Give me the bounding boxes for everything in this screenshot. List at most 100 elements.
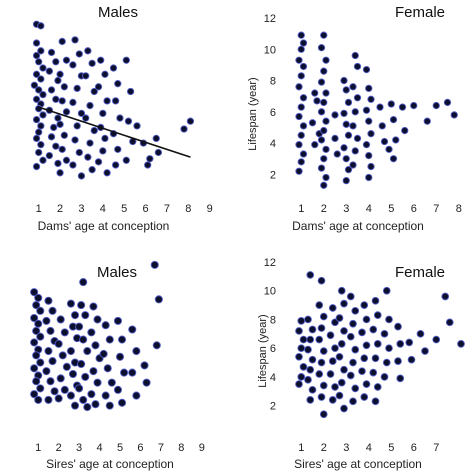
data-point: [410, 101, 418, 110]
data-point: [380, 373, 389, 381]
data-point: [396, 340, 405, 348]
data-point: [126, 87, 135, 96]
x-tick-label: 2: [56, 442, 62, 454]
data-point: [353, 62, 362, 71]
data-point: [295, 112, 303, 121]
data-point: [46, 326, 55, 335]
data-point: [37, 75, 45, 83]
data-point: [101, 321, 110, 330]
data-point: [340, 327, 348, 335]
data-point: [317, 108, 326, 116]
x-tick-label: 7: [164, 203, 170, 215]
data-point: [360, 354, 369, 363]
x-tick-label: 2: [57, 203, 63, 215]
data-point: [32, 39, 41, 47]
data-point: [79, 395, 88, 404]
x-tick-label: 2: [321, 442, 327, 454]
data-point: [382, 358, 391, 367]
data-point: [32, 134, 41, 143]
data-point: [295, 167, 303, 175]
data-point: [99, 147, 107, 155]
data-point: [378, 122, 386, 130]
data-point: [79, 335, 88, 344]
data-point: [103, 169, 111, 177]
data-point: [340, 299, 348, 308]
data-point: [299, 150, 308, 158]
data-point: [457, 340, 465, 348]
data-point: [113, 316, 123, 325]
data-point: [322, 89, 330, 97]
data-point: [371, 354, 380, 363]
data-point: [342, 86, 350, 94]
x-tick-label: 1: [298, 442, 304, 454]
data-point: [35, 128, 43, 136]
data-point: [32, 115, 41, 124]
data-point: [128, 325, 137, 334]
data-point: [93, 378, 102, 387]
data-point: [44, 347, 53, 356]
data-point: [36, 358, 45, 367]
data-point: [320, 98, 328, 107]
data-point: [317, 324, 326, 332]
data-point: [84, 47, 92, 55]
data-point: [107, 378, 116, 387]
data-point: [421, 347, 429, 355]
data-point: [89, 302, 98, 311]
y-tick-label: 6: [270, 107, 276, 119]
data-point: [346, 332, 355, 341]
data-point: [36, 384, 45, 393]
data-point: [75, 148, 83, 157]
data-point: [382, 286, 391, 295]
data-point: [35, 86, 43, 94]
data-point: [142, 378, 151, 387]
data-point: [306, 271, 315, 279]
data-point: [54, 339, 63, 348]
data-point: [122, 156, 130, 164]
data-point: [30, 390, 39, 399]
data-point: [60, 131, 68, 139]
data-point: [79, 278, 88, 287]
data-point: [32, 162, 41, 171]
data-point: [47, 86, 56, 94]
data-point: [349, 319, 357, 328]
data-point: [46, 377, 55, 386]
x-tick-label: 9: [207, 203, 213, 215]
data-point: [351, 384, 360, 393]
data-point: [86, 101, 94, 110]
data-point: [150, 260, 159, 269]
data-point: [77, 172, 86, 180]
data-point: [42, 367, 51, 376]
data-point: [133, 122, 141, 130]
data-point: [54, 114, 62, 122]
data-point: [299, 335, 308, 344]
data-point: [83, 403, 92, 412]
x-tick-label: 9: [199, 442, 205, 454]
data-point: [394, 322, 402, 331]
data-point: [344, 166, 353, 174]
data-point: [389, 155, 398, 163]
data-point: [297, 103, 305, 111]
data-point: [337, 378, 346, 387]
data-point: [73, 122, 81, 130]
data-point: [367, 95, 375, 103]
data-point: [66, 347, 75, 356]
data-point: [115, 352, 125, 361]
panel-males-sires: Males 1 2 3 4 5 6 7 8 9 Sires' age at conception: [30, 260, 205, 471]
data-point: [373, 340, 382, 348]
data-point: [30, 288, 39, 297]
data-point: [349, 397, 357, 406]
y-tick-label: 12: [264, 13, 276, 25]
data-point: [362, 106, 371, 114]
data-point: [32, 51, 41, 60]
data-point: [340, 365, 348, 374]
data-point: [317, 393, 326, 401]
data-point: [306, 335, 315, 344]
data-point: [30, 364, 39, 373]
data-point: [81, 311, 90, 320]
data-point: [60, 83, 68, 91]
data-point: [111, 97, 120, 105]
data-point: [105, 401, 114, 410]
data-point: [101, 391, 110, 400]
data-point: [154, 148, 163, 157]
